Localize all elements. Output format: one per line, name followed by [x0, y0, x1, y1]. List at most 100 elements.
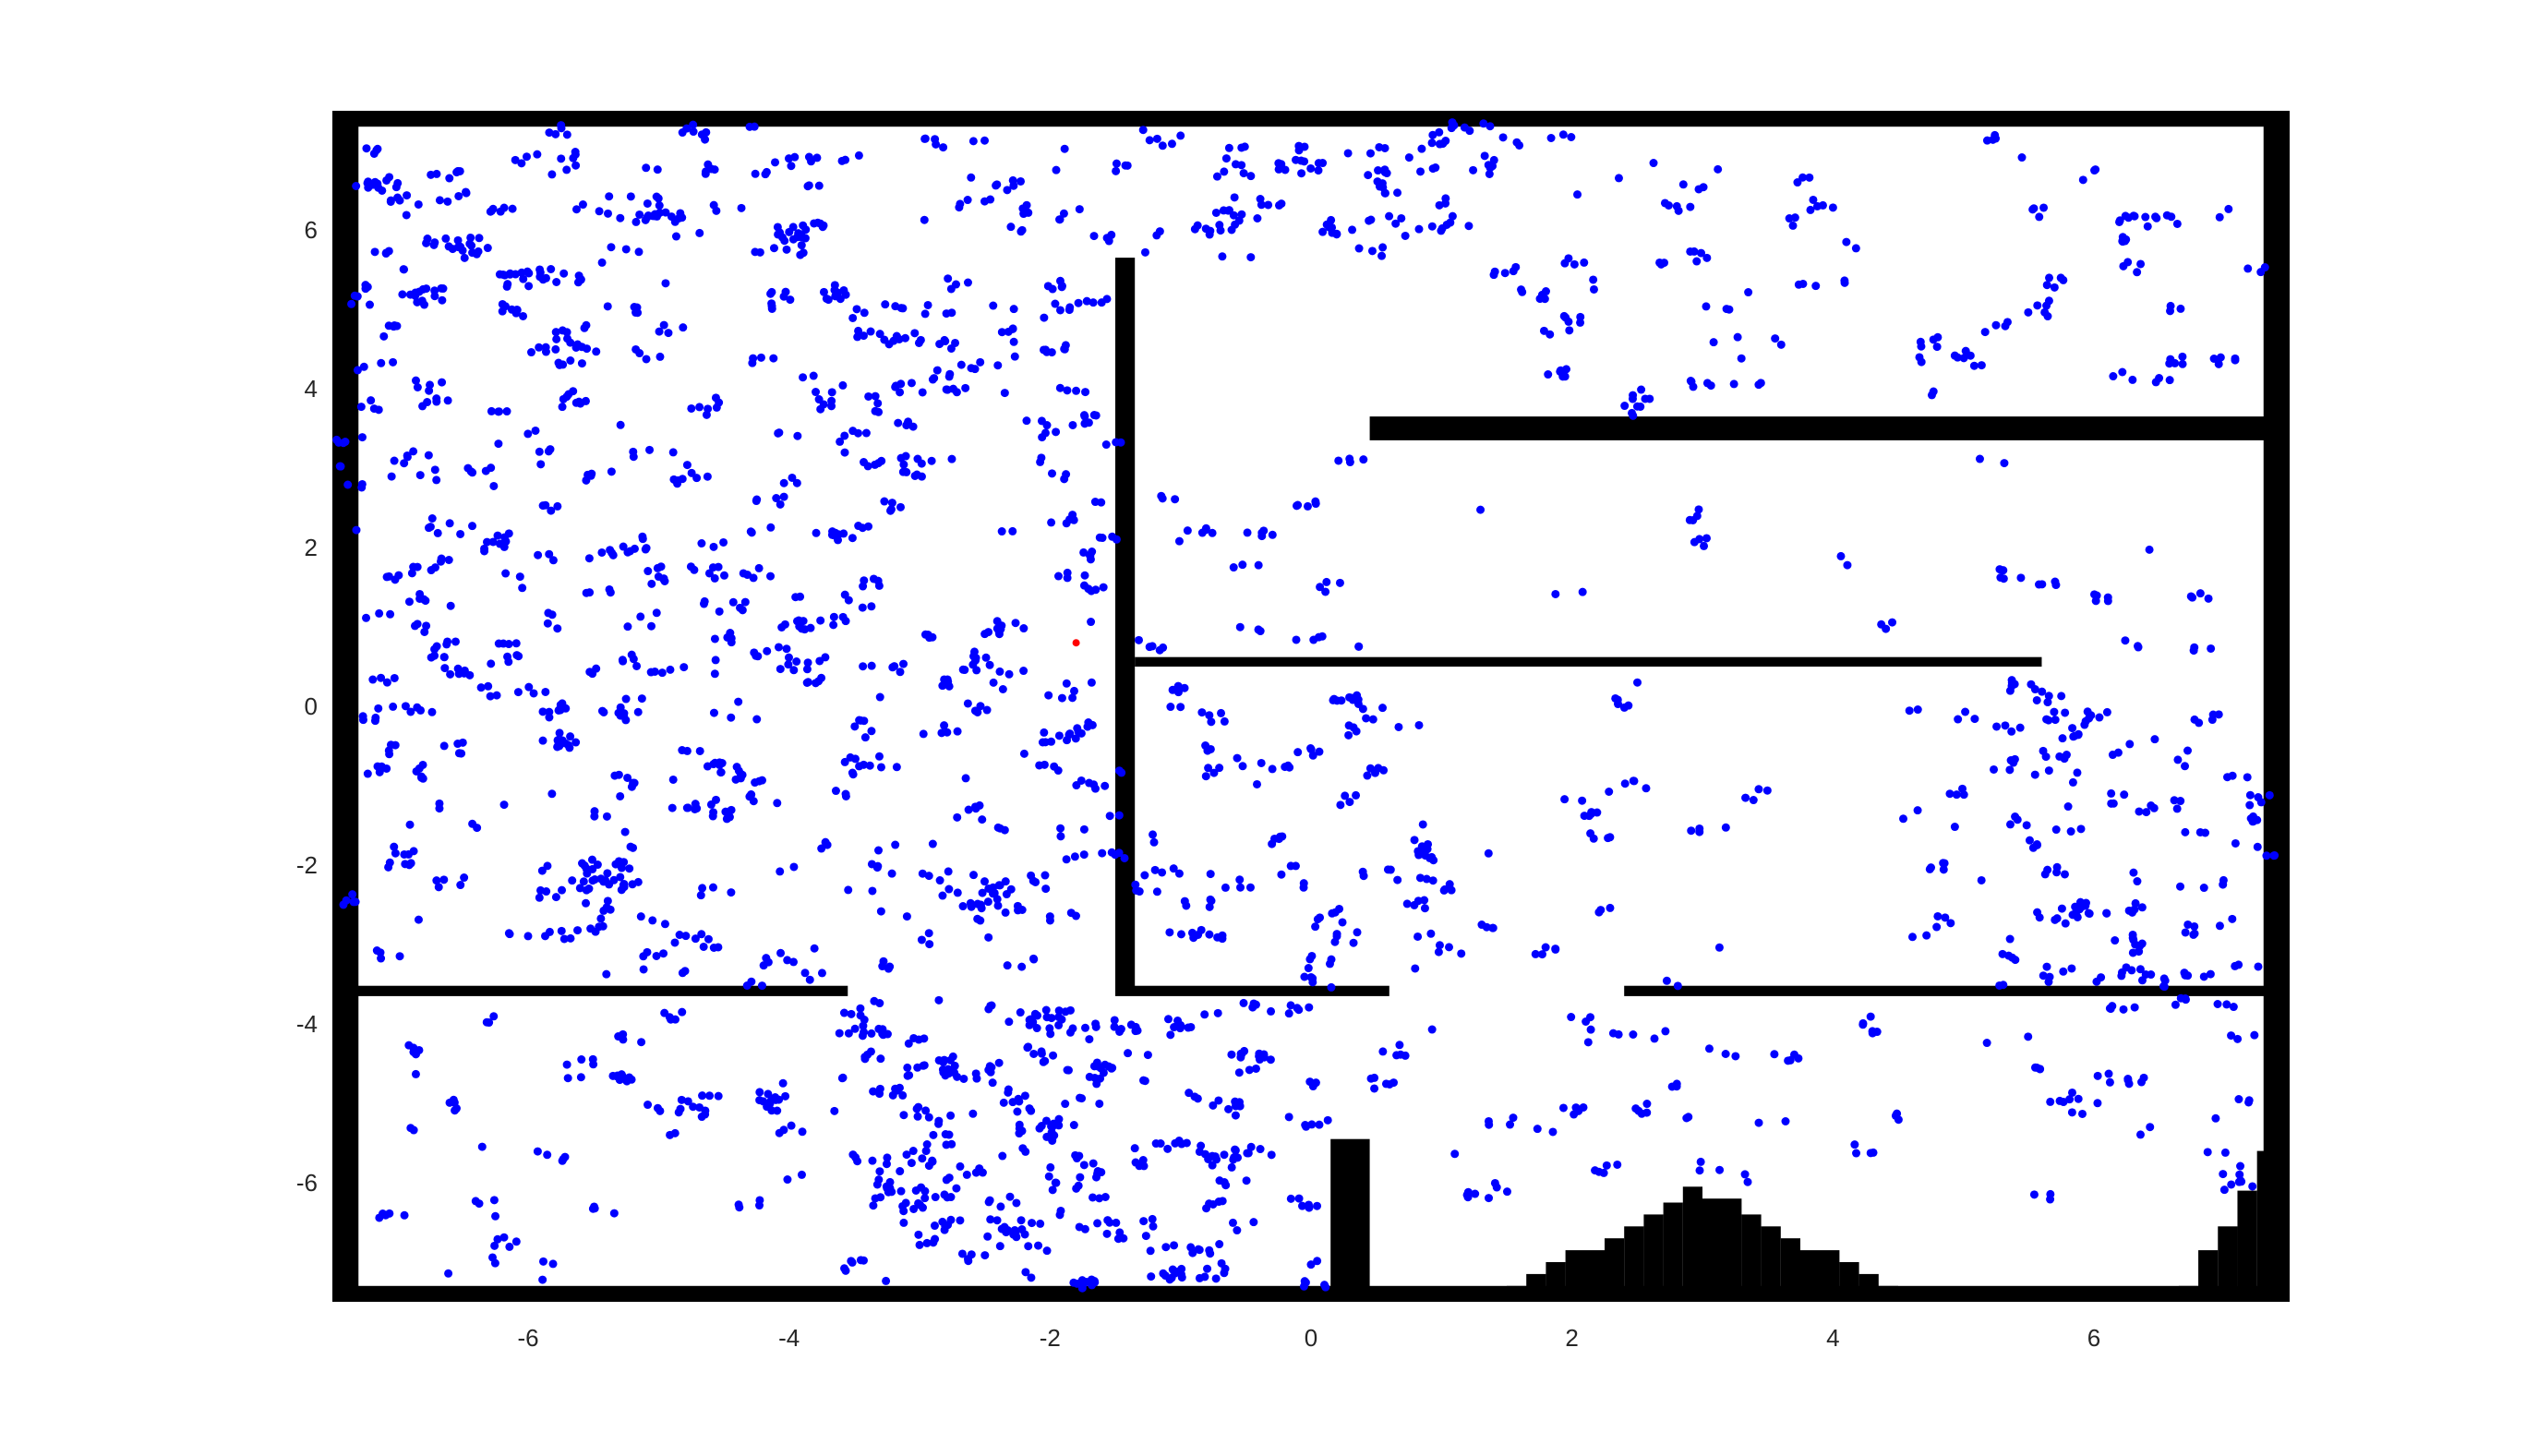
particle-point: [1604, 834, 1613, 843]
particle-point: [417, 772, 427, 781]
particle-point: [1353, 928, 1362, 937]
particle-point: [896, 1186, 906, 1196]
particle-point: [2137, 1077, 2147, 1087]
particle-point: [1217, 708, 1226, 717]
particle-point: [536, 885, 546, 895]
particle-point: [1715, 1165, 1725, 1174]
particle-point: [1417, 144, 1426, 153]
particle-point: [2228, 914, 2237, 923]
particle-point: [1228, 1218, 1237, 1227]
particle-point: [1032, 1024, 1041, 1033]
particle-point: [922, 1238, 932, 1247]
particle-point: [766, 289, 776, 298]
particle-point: [1343, 149, 1353, 158]
particle-point: [608, 550, 618, 560]
particle-point: [1427, 138, 1437, 148]
particle-point: [1135, 635, 1144, 644]
particle-point: [2010, 754, 2019, 764]
particle-point: [488, 537, 498, 547]
particle-point: [2051, 915, 2060, 924]
particle-point: [1946, 919, 1955, 928]
particle-point: [1038, 433, 1047, 442]
particle-point: [1111, 850, 1120, 860]
particle-point: [1377, 251, 1387, 260]
particle-point: [701, 169, 710, 178]
particle-point: [2039, 971, 2048, 981]
particle-point: [775, 1128, 784, 1137]
particle-point: [1416, 167, 1425, 176]
particle-point: [983, 1232, 992, 1241]
particle-point: [953, 812, 962, 822]
particle-point: [943, 728, 952, 737]
particle-point: [1234, 1068, 1244, 1077]
particle-point: [590, 1204, 599, 1213]
particle-point: [2121, 636, 2130, 645]
particle-point: [697, 539, 706, 548]
particle-point: [543, 619, 552, 628]
particle-point: [356, 403, 366, 412]
particle-point: [561, 704, 571, 713]
particle-point: [940, 1190, 949, 1199]
particle-point: [840, 448, 849, 457]
particle-point: [490, 1241, 499, 1250]
particle-point: [737, 203, 746, 212]
particle-point: [2033, 301, 2042, 310]
particle-point: [855, 762, 864, 771]
wall-segment: [2198, 1250, 2219, 1302]
particle-point: [1673, 981, 1682, 991]
particle-point: [670, 938, 680, 947]
particle-point: [1099, 583, 1108, 592]
particle-point: [1367, 247, 1377, 256]
particle-point: [1069, 1121, 1078, 1130]
particle-point: [1614, 174, 1623, 183]
particle-point: [1084, 584, 1093, 594]
particle-point: [1828, 203, 1837, 212]
particle-point: [504, 640, 513, 649]
particle-point: [878, 1025, 887, 1034]
particle-point: [374, 704, 383, 713]
particle-point: [992, 181, 1001, 190]
particle-point: [2133, 877, 2142, 886]
particle-point: [698, 884, 707, 893]
particle-point: [1560, 795, 1570, 804]
particle-point: [934, 1116, 944, 1125]
particle-point: [1762, 786, 1772, 795]
particle-point: [1551, 945, 1560, 954]
particle-point: [2050, 283, 2059, 292]
particle-point: [629, 447, 638, 456]
particle-point: [456, 529, 465, 538]
particle-point: [2211, 1113, 2220, 1123]
particle-point: [1054, 1006, 1064, 1016]
particle-point: [607, 243, 616, 252]
particle-point: [2189, 646, 2198, 656]
particle-point: [920, 309, 930, 319]
particle-point: [860, 1053, 870, 1062]
particle-point: [441, 234, 451, 243]
particle-point: [817, 969, 826, 978]
wall-segment: [1741, 1214, 1762, 1302]
particle-point: [1448, 118, 1457, 127]
particle-point: [1072, 1184, 1081, 1193]
particle-point: [2089, 590, 2099, 599]
particle-point: [1069, 686, 1078, 695]
particle-point: [2134, 643, 2143, 652]
particle-point: [390, 321, 399, 331]
particle-point: [712, 206, 721, 215]
particle-point: [1035, 761, 1044, 770]
particle-point: [1306, 1260, 1316, 1269]
particle-point: [797, 1170, 806, 1179]
particle-point: [938, 891, 947, 900]
particle-point: [1404, 153, 1413, 162]
particle-point: [1139, 1161, 1149, 1171]
particle-point: [1743, 1177, 1752, 1186]
particle-point: [597, 258, 607, 267]
particle-point: [559, 934, 569, 944]
particle-point: [1112, 438, 1121, 447]
particle-point: [639, 965, 648, 974]
particle-point: [699, 942, 708, 951]
particle-point: [920, 134, 930, 143]
particle-point: [1079, 850, 1089, 860]
particle-point: [810, 944, 819, 953]
particle-point: [1500, 269, 1510, 278]
particle-point: [980, 877, 989, 886]
